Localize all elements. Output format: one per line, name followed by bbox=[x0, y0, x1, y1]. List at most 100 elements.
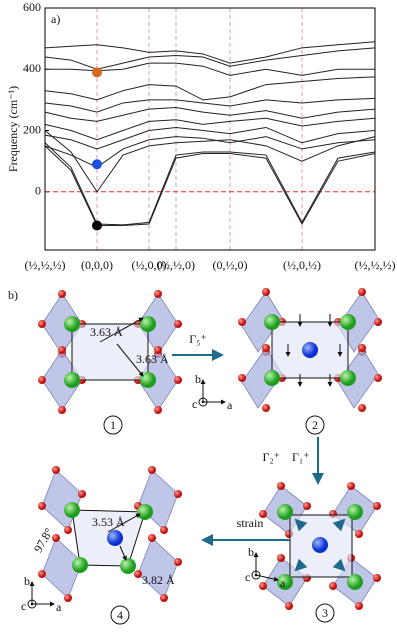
label: 2 bbox=[312, 418, 318, 432]
oxygen-atom bbox=[160, 526, 168, 534]
distance-arrow bbox=[107, 513, 141, 533]
y-axis-label: Frequency (cm⁻¹) bbox=[6, 86, 20, 172]
axis-dot bbox=[251, 570, 261, 580]
label: a bbox=[227, 398, 233, 412]
distance-arrow bbox=[116, 343, 144, 377]
oxygen-atom bbox=[358, 344, 366, 352]
oxygen-atom bbox=[303, 502, 311, 510]
plot-frame bbox=[44, 7, 376, 251]
distance-arrow bbox=[119, 545, 127, 561]
oxygen-atom bbox=[374, 374, 382, 382]
oxygen-atom bbox=[329, 582, 337, 590]
label: Γ₅⁺ bbox=[189, 332, 206, 346]
displacement-arrow bbox=[332, 518, 346, 532]
oxygen-atom bbox=[259, 510, 267, 518]
a-site-atom bbox=[64, 372, 80, 388]
oxygen-atom bbox=[262, 404, 270, 412]
oxygen-atom bbox=[285, 602, 293, 610]
label: b bbox=[195, 372, 201, 386]
mode-marker bbox=[92, 220, 102, 231]
band-line bbox=[44, 107, 376, 122]
octahedron bbox=[137, 537, 179, 599]
label: 1 bbox=[110, 418, 116, 432]
label: 3.82 Å bbox=[142, 573, 175, 587]
b-site-atom bbox=[302, 342, 318, 358]
oxygen-atom bbox=[262, 344, 270, 352]
oxygen-atom bbox=[355, 602, 363, 610]
oxygen-atom bbox=[347, 482, 355, 490]
band-line bbox=[44, 145, 376, 226]
band-line bbox=[44, 126, 376, 150]
oxygen-atom bbox=[52, 466, 60, 474]
octahedron bbox=[137, 469, 179, 531]
oxygen-atom bbox=[174, 376, 182, 384]
y-tick-label: 200 bbox=[23, 122, 41, 136]
x-tick-label: (½,½,½) bbox=[25, 258, 66, 272]
oxygen-atom bbox=[38, 570, 46, 578]
label: strain bbox=[237, 516, 264, 530]
oxygen-atom bbox=[38, 502, 46, 510]
octahedron bbox=[241, 291, 283, 353]
label: c bbox=[21, 599, 26, 613]
label: a bbox=[280, 576, 286, 590]
oxygen-atom bbox=[373, 574, 381, 582]
a-site-atom bbox=[137, 504, 153, 520]
x-tick-label: (½,0,½) bbox=[283, 258, 321, 272]
axis-dot bbox=[27, 599, 37, 609]
label: 3 bbox=[322, 606, 328, 620]
a-site-atom bbox=[120, 558, 136, 574]
oxygen-atom bbox=[154, 346, 162, 354]
a-site-atom bbox=[277, 504, 293, 520]
label: Γ₁⁺ bbox=[292, 450, 309, 464]
oxygen-atom bbox=[38, 320, 46, 328]
stage-circle bbox=[110, 605, 130, 625]
oxygen-atom bbox=[160, 594, 168, 602]
label: b bbox=[248, 545, 254, 559]
axis-dot bbox=[254, 573, 258, 577]
band-line bbox=[44, 97, 376, 113]
oxygen-atom bbox=[38, 376, 46, 384]
oxygen-atom bbox=[373, 502, 381, 510]
label: 3.63 Å bbox=[136, 352, 169, 366]
panel-label: a) bbox=[51, 12, 60, 26]
displacement-arrow bbox=[332, 558, 346, 572]
oxygen-atom bbox=[58, 290, 66, 298]
band-line bbox=[44, 130, 376, 193]
displacement-arrow bbox=[294, 518, 308, 532]
axis-dot bbox=[201, 400, 205, 404]
band-line bbox=[44, 76, 376, 101]
x-tick-label: (0,0,0) bbox=[81, 258, 113, 272]
oxygen-atom bbox=[52, 534, 60, 542]
stage-circle bbox=[103, 415, 123, 435]
axis-dot bbox=[30, 602, 34, 606]
b-site-atom bbox=[312, 537, 328, 553]
cell-box bbox=[271, 321, 349, 379]
band-line bbox=[44, 117, 376, 141]
a-site-atom bbox=[277, 574, 293, 590]
oxygen-atom bbox=[355, 530, 363, 538]
chart-a: a) Frequency (cm⁻¹) 0 200 400 600 (½,½,½) (0,0,… bbox=[6, 0, 396, 272]
a-site-atom bbox=[347, 574, 363, 590]
oxygen-atom bbox=[134, 570, 142, 578]
oxygen-atom bbox=[358, 404, 366, 412]
displacement-arrow bbox=[294, 558, 308, 572]
oxygen-atom bbox=[238, 318, 246, 326]
band-line bbox=[44, 41, 376, 64]
oxygen-atom bbox=[262, 288, 270, 296]
oxygen-atom bbox=[259, 582, 267, 590]
oxygen-atom bbox=[78, 490, 86, 498]
x-tick-label: (0,½,0) bbox=[213, 258, 248, 272]
label: c bbox=[192, 397, 197, 411]
label: 3.53 Å bbox=[92, 515, 125, 529]
y-tick-label: 600 bbox=[23, 0, 41, 14]
a-site-atom bbox=[72, 557, 88, 573]
mode-marker bbox=[92, 67, 102, 78]
stage-circle bbox=[315, 603, 335, 623]
oxygen-atom bbox=[174, 490, 182, 498]
x-tick-label: (½,0,0) bbox=[132, 258, 167, 272]
label: a bbox=[56, 600, 62, 614]
x-tick-label: (½,½,0) bbox=[157, 258, 195, 272]
oxygen-atom bbox=[64, 526, 72, 534]
a-site-atom bbox=[64, 502, 80, 518]
